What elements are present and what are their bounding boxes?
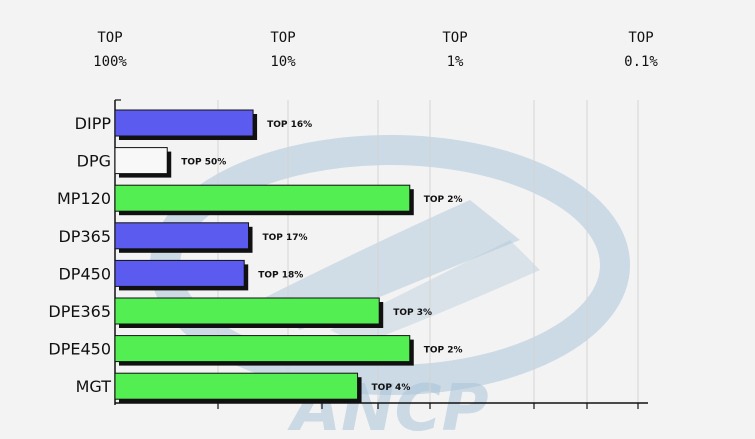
- bar-fill: [114, 147, 168, 175]
- category-label: DP365: [58, 227, 111, 246]
- top-tick-line2: 0.1%: [624, 54, 658, 70]
- top-tick-label: TOP 10%: [270, 30, 296, 70]
- top-tick-line1: TOP: [628, 30, 653, 46]
- top-tick-label: TOP 1%: [442, 30, 467, 70]
- category-label: DIPP: [75, 114, 112, 133]
- data-label: TOP 2%: [424, 346, 463, 356]
- bar-fill: [114, 259, 245, 287]
- bars: [114, 109, 414, 404]
- data-label: TOP 17%: [263, 233, 308, 243]
- data-label: TOP 3%: [393, 308, 432, 318]
- bar: [114, 109, 258, 140]
- data-label: TOP 50%: [181, 158, 226, 168]
- top-tick-line1: TOP: [442, 30, 467, 46]
- category-label: DPE450: [48, 340, 111, 359]
- bar: [114, 222, 253, 253]
- top-tick-label: TOP 0.1%: [624, 30, 658, 70]
- data-label: TOP 16%: [267, 120, 312, 130]
- category-label: MP120: [57, 189, 111, 208]
- top-tick-line1: TOP: [97, 30, 122, 46]
- category-label: DP450: [58, 264, 111, 283]
- bar: [114, 297, 384, 328]
- category-labels: DIPP DPG MP120 DP365 DP450 DPE365 DPE450 MGT: [48, 114, 111, 396]
- top-tick-line2: 10%: [270, 54, 296, 70]
- top-tick-line1: TOP: [270, 30, 295, 46]
- data-label: TOP 2%: [424, 195, 463, 205]
- bar-fill: [114, 222, 250, 250]
- data-label: TOP 18%: [258, 270, 303, 280]
- bar-fill: [114, 335, 411, 363]
- top-tick-line2: 1%: [447, 54, 464, 70]
- category-label: MGT: [76, 377, 112, 396]
- top-axis: TOP 100% TOP 10% TOP 1% TOP 0.1%: [93, 30, 658, 70]
- category-label: DPE365: [48, 302, 111, 321]
- top-tick-line2: 100%: [93, 54, 127, 70]
- bar: [114, 184, 414, 216]
- bar: [114, 259, 249, 291]
- data-label: TOP 4%: [372, 383, 411, 393]
- category-label: DPG: [77, 152, 111, 171]
- bar-fill: [114, 184, 411, 212]
- gridlines: [217, 100, 639, 403]
- bar-fill: [114, 109, 254, 137]
- bar-fill: [114, 297, 380, 325]
- data-labels: TOP 16% TOP 50% TOP 2% TOP 17% TOP 18% TOP 3%…: [181, 120, 462, 393]
- bar: [114, 335, 414, 366]
- bar: [114, 147, 172, 178]
- bar-fill: [114, 372, 359, 400]
- bar: [114, 372, 362, 404]
- top-tick-label: TOP 100%: [93, 30, 127, 70]
